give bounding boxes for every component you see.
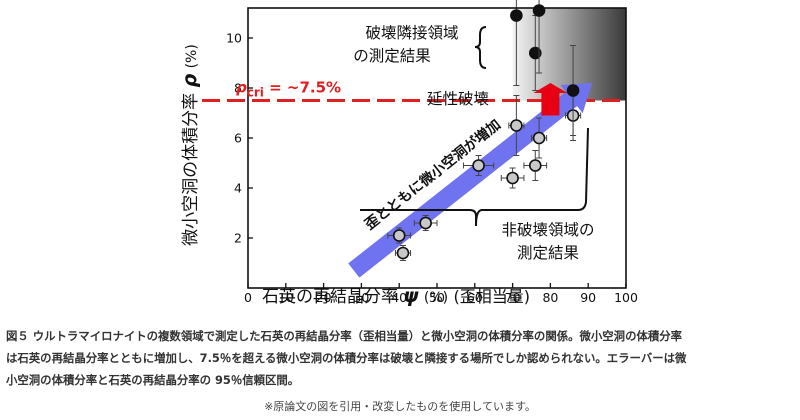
data-marker	[511, 120, 522, 131]
data-marker	[534, 133, 545, 144]
figure-caption: 図５ ウルトラマイロナイトの複数領域で測定した石英の再結晶分率（歪相当量）と微小…	[6, 325, 796, 391]
x-tick-label: 80	[542, 290, 558, 305]
y-axis-label-unit: (%)	[184, 44, 200, 68]
x-tick-label: 0	[244, 290, 252, 305]
chart: 歪とともに微小空洞が増加 0 10 20 30 40 50 60 70 80 90 10024681…	[0, 0, 800, 325]
x-axis-label-main: 石英の再結晶分率	[262, 287, 398, 307]
y-tick-label: 10	[226, 31, 242, 46]
data-point	[524, 151, 547, 181]
y-axis-label: 微小空洞の体積分率 ρ (%)	[179, 44, 201, 246]
y-tick-label: 4	[234, 181, 242, 196]
x-tick-label: 100	[614, 290, 638, 305]
data-marker	[534, 5, 545, 16]
fracture-adjacent-brace	[475, 27, 486, 68]
data-marker	[420, 218, 431, 229]
data-marker	[394, 230, 405, 241]
data-marker	[473, 160, 484, 171]
x-tick-label: 90	[580, 290, 596, 305]
data-marker	[530, 160, 541, 171]
threshold-label-symbol: ρ	[236, 79, 247, 97]
y-tick-label: 6	[234, 131, 242, 146]
fracture-adjacent-line-2: の測定結果	[353, 47, 431, 65]
caption-line: 小空洞の体積分率と石英の再結晶分率の 95％信頼区間。	[6, 369, 796, 391]
fracture-adjacent-annotation: 破壊隣接領域 の測定結果	[353, 24, 486, 68]
x-axis-label-suffix: (歪相当量)	[454, 287, 531, 306]
data-marker	[511, 10, 522, 21]
y-axis-label-symbol: ρ	[179, 73, 201, 87]
threshold-label-rest: = ~7.5%	[264, 79, 341, 97]
non-fracture-line-2: 測定結果	[517, 244, 579, 262]
caption-line: 図５ ウルトラマイロナイトの複数領域で測定した石英の再結晶分率（歪相当量）と微小…	[6, 325, 796, 347]
data-marker	[568, 85, 579, 96]
x-axis-label: 石英の再結晶分率 ψ (%) (歪相当量)	[262, 285, 530, 307]
threshold-label: ρcri = ~7.5%	[236, 79, 341, 100]
data-point	[395, 246, 410, 261]
threshold-label-sub: cri	[247, 86, 264, 100]
y-axis-label-main: 微小空洞の体積分率	[181, 93, 201, 246]
fracture-adjacent-line-1: 破壊隣接領域	[365, 24, 458, 42]
y-tick-label: 2	[234, 231, 242, 246]
data-marker	[507, 173, 518, 184]
source-note: ※原論文の図を引用・改変したものを使用しています。	[0, 398, 800, 414]
x-axis-label-symbol: ψ	[403, 285, 419, 307]
data-marker	[397, 248, 408, 259]
data-point	[501, 168, 524, 188]
x-axis-label-unit: (%)	[424, 290, 448, 306]
ductile-fracture-label: 延性破壊	[427, 90, 489, 108]
caption-line: は石英の再結晶分率とともに増加し、7.5％を超える微小空洞の体積分率は破壊と隣接…	[6, 347, 796, 369]
non-fracture-line-1: 非破壊領域の	[501, 221, 594, 239]
